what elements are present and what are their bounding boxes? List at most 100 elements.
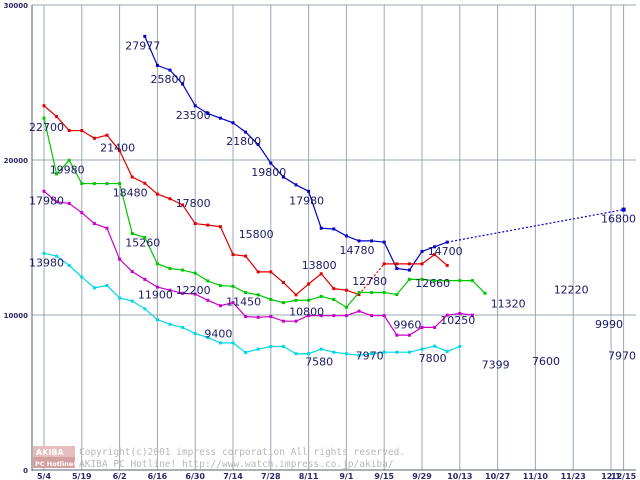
data-labels: 27977 25800 23500 21800 19800 17980 14780 14700… <box>29 39 636 371</box>
data-point <box>55 200 59 204</box>
data-point <box>319 226 323 230</box>
data-point <box>231 341 235 345</box>
data-point <box>67 201 71 205</box>
data-point <box>206 223 210 227</box>
data-point <box>67 263 71 267</box>
data-point <box>256 315 260 319</box>
data-point <box>118 257 122 261</box>
x-tick-label: 7/28 <box>261 472 281 480</box>
data-point <box>92 136 96 140</box>
data-point <box>281 319 285 323</box>
data-point <box>332 350 336 354</box>
data-point <box>294 183 298 187</box>
data-label: 12660 <box>415 277 450 290</box>
data-point <box>155 318 159 322</box>
series-line <box>384 253 448 266</box>
data-point <box>269 161 273 165</box>
watermark-url: AKIBA PC Hotline! http://www.watch.impre… <box>79 459 394 470</box>
data-point <box>294 352 298 356</box>
data-point <box>269 270 273 274</box>
data-point <box>55 115 59 119</box>
data-point <box>483 291 487 295</box>
data-label: 27977 <box>125 39 160 52</box>
data-label: 7970 <box>356 349 384 362</box>
data-label: 11900 <box>138 289 173 302</box>
data-label: 7970 <box>608 349 636 362</box>
data-label: 19980 <box>50 163 85 176</box>
data-point <box>395 267 399 270</box>
data-label: 23500 <box>176 109 211 122</box>
data-point <box>357 291 361 295</box>
data-point <box>344 288 348 292</box>
data-point <box>420 325 424 329</box>
x-tick-label: 9/29 <box>412 472 432 480</box>
data-point <box>269 298 273 301</box>
data-label: 14780 <box>340 244 375 257</box>
data-point <box>281 280 285 284</box>
data-point <box>357 353 361 357</box>
data-point <box>118 182 122 186</box>
data-point <box>105 284 109 288</box>
x-tick-label: 6/2 <box>113 472 127 480</box>
data-point <box>92 286 96 290</box>
data-point <box>332 298 336 301</box>
series-line <box>43 105 360 296</box>
data-point <box>370 239 374 243</box>
data-label: 25800 <box>151 73 186 86</box>
data-point <box>168 322 172 326</box>
data-point <box>181 325 185 329</box>
data-point <box>395 262 399 266</box>
data-point <box>256 347 260 351</box>
data-point <box>420 277 424 281</box>
logo-bottom-text: PC Hotline! <box>35 460 76 468</box>
data-point <box>407 350 411 354</box>
data-point <box>218 341 222 345</box>
x-tick-label: 5/4 <box>37 472 51 480</box>
data-point <box>407 277 411 281</box>
data-point <box>357 239 361 243</box>
data-point <box>294 298 298 302</box>
data-label: 13800 <box>302 259 337 272</box>
data-point <box>193 292 197 296</box>
data-point <box>193 271 197 275</box>
data-label: 9990 <box>595 318 623 331</box>
data-point <box>433 253 437 257</box>
data-point <box>218 284 222 288</box>
data-point <box>269 344 273 348</box>
data-label: 15260 <box>125 236 160 249</box>
data-point <box>370 314 374 318</box>
data-point <box>143 34 147 38</box>
data-point <box>445 240 449 244</box>
data-point <box>470 313 474 317</box>
data-point <box>155 262 159 266</box>
data-label: 11450 <box>226 296 261 309</box>
plot-area <box>32 5 636 471</box>
data-point <box>445 313 449 317</box>
data-point <box>168 288 172 292</box>
data-point <box>42 189 46 193</box>
data-point <box>155 63 159 67</box>
data-point <box>80 211 84 215</box>
data-point <box>332 314 336 318</box>
data-point <box>319 294 323 298</box>
data-point <box>319 347 323 351</box>
data-point <box>357 309 361 313</box>
x-tick-label: 12/1 <box>601 472 621 480</box>
data-point <box>193 222 197 226</box>
data-point <box>344 234 348 238</box>
data-point <box>281 344 285 348</box>
data-point <box>357 293 361 297</box>
data-point <box>307 298 311 302</box>
data-point <box>80 129 84 133</box>
data-label: 18480 <box>113 187 148 200</box>
data-point <box>168 68 172 72</box>
data-point <box>193 332 197 336</box>
data-point <box>370 352 374 356</box>
data-label: 13980 <box>29 256 64 269</box>
data-point <box>344 305 348 309</box>
series-2 <box>42 116 487 309</box>
data-point <box>382 262 386 266</box>
data-point <box>420 249 424 253</box>
data-point <box>42 251 46 255</box>
